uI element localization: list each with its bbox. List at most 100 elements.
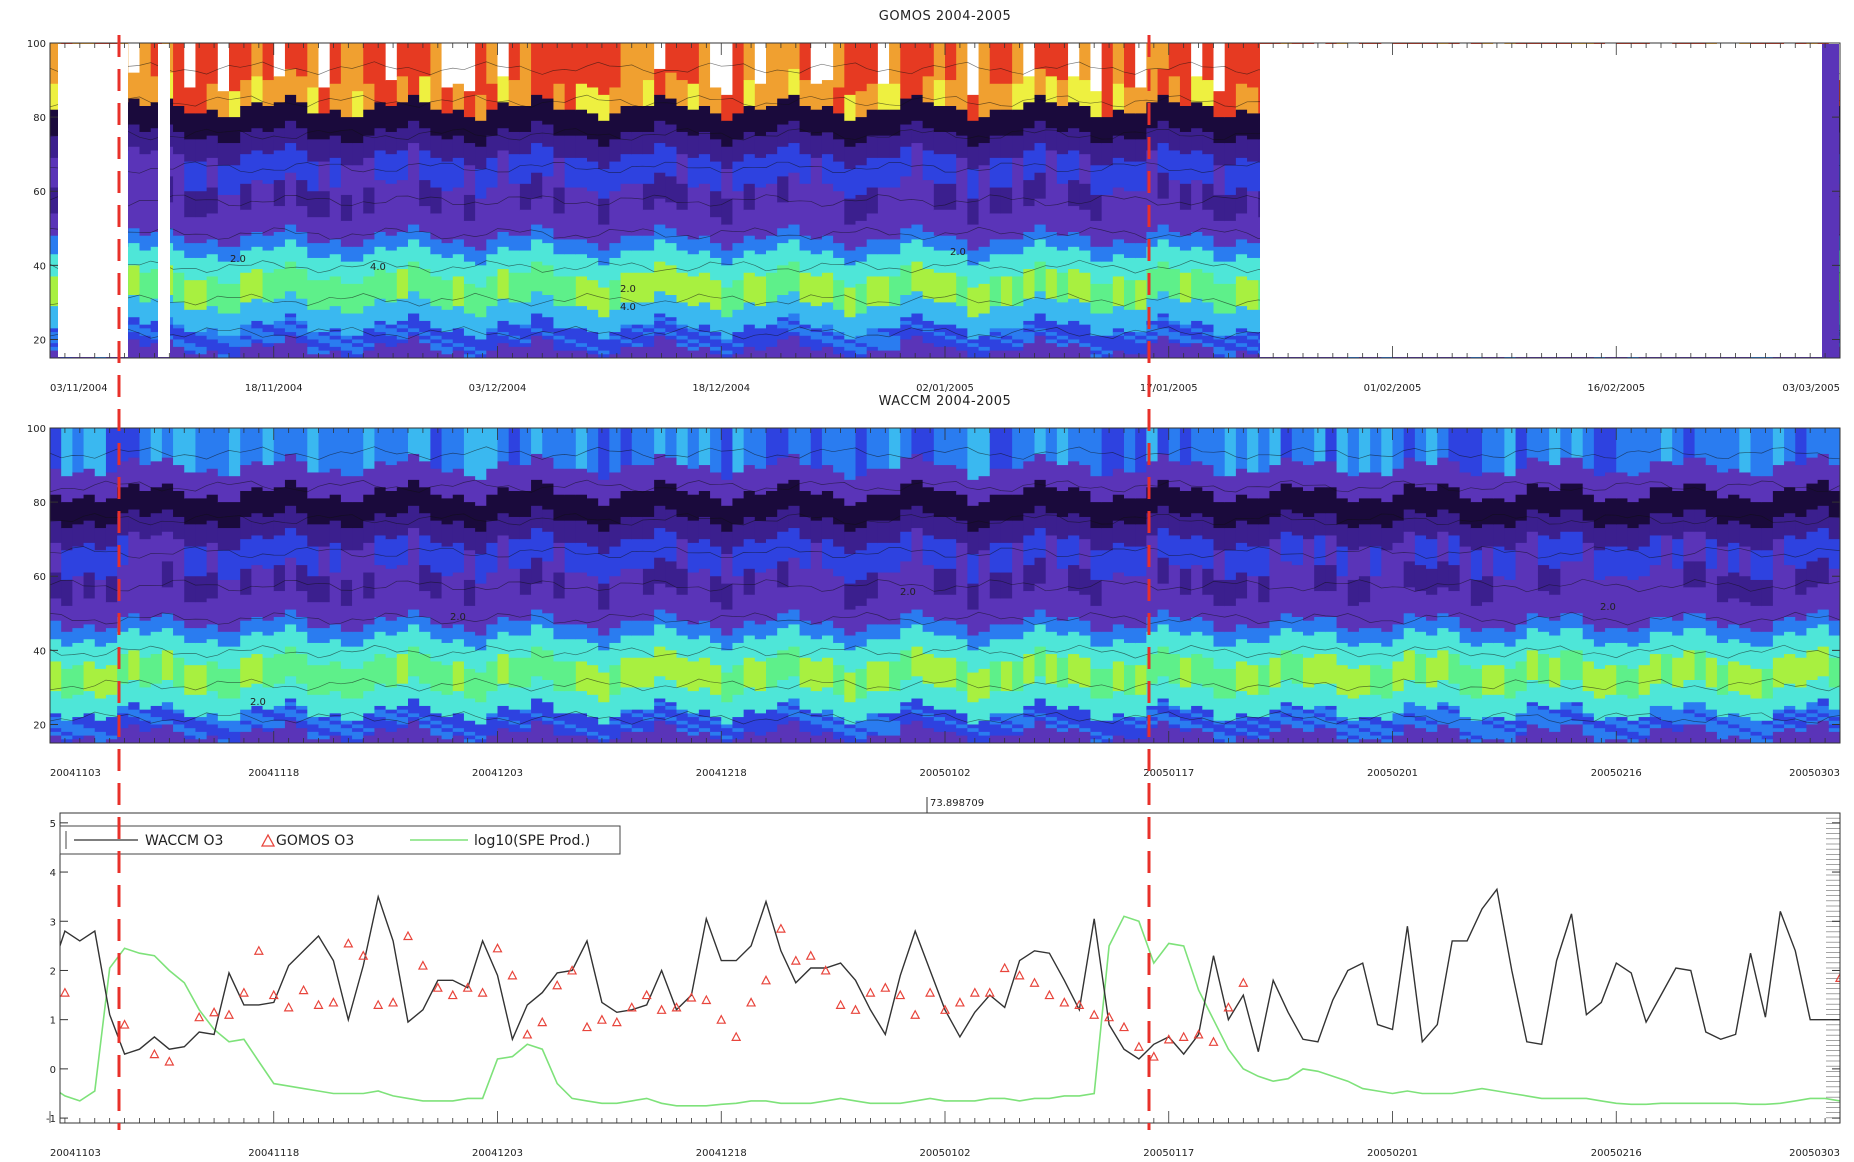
contour-cell xyxy=(721,224,734,252)
contour-cell xyxy=(229,698,241,722)
contour-cell xyxy=(329,691,342,714)
contour-cell xyxy=(463,220,476,248)
contour-cell xyxy=(698,335,711,344)
contour-cell xyxy=(1023,683,1036,707)
contour-cell xyxy=(508,687,521,711)
contour-cell xyxy=(833,739,845,743)
contour-cell xyxy=(799,131,812,155)
contour-cell xyxy=(1526,509,1539,533)
contour-cell xyxy=(587,191,599,244)
contour-cell xyxy=(967,554,980,585)
contour-cell xyxy=(967,635,980,651)
contour-cell xyxy=(654,239,666,263)
contour-cell xyxy=(486,494,499,522)
contour-cell xyxy=(564,350,577,358)
contour-cell xyxy=(978,261,991,285)
contour-cell xyxy=(408,528,420,611)
contour-cell xyxy=(642,491,655,518)
contour-cell xyxy=(1235,135,1248,159)
contour-cell xyxy=(273,269,286,300)
contour-cell xyxy=(1202,594,1215,622)
contour-cell xyxy=(754,468,767,496)
contour-cell xyxy=(1034,676,1047,700)
contour-cell xyxy=(609,191,622,244)
contour-cell xyxy=(788,528,801,559)
contour-cell xyxy=(452,691,465,714)
contour-cell xyxy=(698,183,711,237)
contour-cell xyxy=(1358,694,1371,718)
contour-cell xyxy=(956,276,968,307)
contour-cell xyxy=(1034,143,1047,174)
contour-cell xyxy=(94,428,107,477)
contour-cell xyxy=(1135,332,1147,337)
contour-cell xyxy=(1817,528,1830,559)
contour-cell xyxy=(1202,709,1215,718)
contour-cell xyxy=(1761,605,1774,633)
contour-cell xyxy=(475,583,487,637)
contour-cell xyxy=(318,524,331,548)
contour-cell xyxy=(1582,520,1595,544)
contour-cell xyxy=(296,728,308,743)
contour-cell xyxy=(419,728,431,743)
contour-cell xyxy=(978,550,991,633)
contour-cell xyxy=(1537,683,1550,707)
contour-cell xyxy=(1224,220,1237,248)
contour-cell xyxy=(229,428,241,477)
contour-cell xyxy=(1549,620,1561,637)
contour-cell xyxy=(1414,728,1427,743)
contour-cell xyxy=(1403,587,1416,614)
contour-cell xyxy=(1157,94,1170,122)
contour-cell xyxy=(318,472,331,500)
contour-cell xyxy=(833,472,845,500)
contour-cell xyxy=(1269,635,1282,659)
contour-cell xyxy=(452,135,465,159)
contour-cell xyxy=(1470,550,1483,581)
contour-cell xyxy=(1280,705,1293,714)
contour-cell xyxy=(1817,698,1830,707)
waccm-panel: WACCM 2004-2005 2.02.02.02.0 20406080100… xyxy=(27,394,1841,779)
contour-cell xyxy=(475,354,487,358)
contour-cell xyxy=(1303,720,1315,726)
contour-cell xyxy=(150,535,163,618)
contour-cell xyxy=(296,709,308,714)
contour-cell xyxy=(262,106,275,133)
contour-cell xyxy=(307,724,320,733)
contour-cell xyxy=(262,516,275,540)
contour-cell xyxy=(452,276,465,307)
contour-cell xyxy=(665,265,678,296)
contour-cell xyxy=(195,243,208,259)
contour-cell xyxy=(83,494,96,522)
contour-cell xyxy=(173,324,185,329)
contour-cell xyxy=(262,80,275,107)
contour-cell xyxy=(1672,709,1684,726)
contour-cell xyxy=(1470,476,1483,503)
contour-cell xyxy=(1303,709,1315,714)
contour-cell xyxy=(732,731,745,740)
contour-cell xyxy=(844,531,857,555)
contour-cell xyxy=(676,328,689,337)
contour-cell xyxy=(1258,498,1271,525)
contour-cell xyxy=(1470,528,1483,551)
contour-cell xyxy=(1124,339,1136,355)
contour-cell xyxy=(1381,550,1394,633)
contour-cell xyxy=(1739,728,1752,733)
contour-cell xyxy=(1358,731,1371,740)
contour-cell xyxy=(1023,269,1036,300)
contour-cell xyxy=(1817,428,1830,455)
contour-cell xyxy=(1291,565,1304,618)
contour-cell xyxy=(665,339,678,358)
contour-cell xyxy=(821,709,834,718)
contour-cell xyxy=(1012,691,1024,714)
contour-cell xyxy=(173,346,185,358)
contour-cell xyxy=(710,642,722,666)
contour-cell xyxy=(1493,498,1505,525)
contour-cell xyxy=(1269,657,1282,689)
gomos-title: GOMOS 2004-2005 xyxy=(879,9,1012,24)
contour-cell xyxy=(1168,535,1181,566)
contour-cell xyxy=(1247,720,1259,726)
contour-cell xyxy=(184,628,197,644)
contour-cell xyxy=(721,343,734,352)
contour-cell xyxy=(1761,631,1774,648)
contour-cell xyxy=(1303,491,1315,518)
contour-cell xyxy=(1224,668,1237,700)
